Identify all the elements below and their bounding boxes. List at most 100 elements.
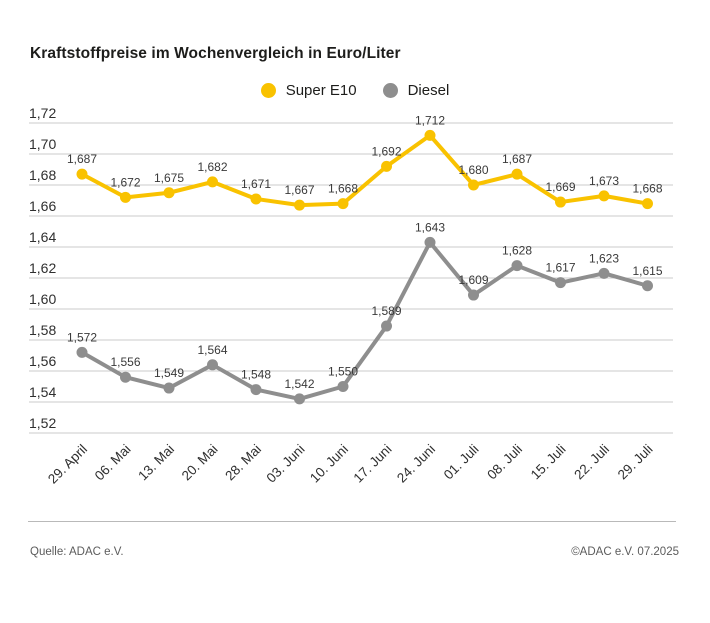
super-e10-swatch-icon <box>260 83 276 98</box>
x-tick-label: 15. Juli <box>528 442 569 483</box>
y-tick-label: 1,68 <box>29 167 56 183</box>
y-tick-label: 1,60 <box>29 291 56 307</box>
data-point <box>511 168 523 180</box>
x-tick-label: 20. Mai <box>179 442 221 484</box>
series-super-e10: 1,687 1,672 1,675 1,682 1,671 1,667 1,668 1,692… <box>67 113 663 211</box>
x-tick-label: 01. Juli <box>441 442 482 483</box>
data-point <box>424 129 436 141</box>
footer-divider <box>28 521 676 522</box>
data-point-label: 1,671 <box>241 177 271 191</box>
y-tick-label: 1,64 <box>29 229 56 245</box>
y-tick-label: 1,66 <box>29 198 56 214</box>
page-title: Kraftstoffpreise im Wochenvergleich in E… <box>30 45 401 63</box>
x-tick-label: 29. Juli <box>615 442 656 483</box>
data-point-label: 1,572 <box>67 330 97 344</box>
data-point-label: 1,617 <box>545 261 575 275</box>
data-point-label: 1,589 <box>371 304 401 318</box>
line-chart: 1,72 1,70 1,68 1,66 1,64 1,62 1,60 1,58 1,56 1,54… <box>29 105 673 487</box>
data-point <box>555 277 566 289</box>
data-point-label: 1,556 <box>110 355 140 369</box>
copyright-note: ©ADAC e.V. 07.2025 <box>571 546 679 558</box>
data-point <box>381 160 392 172</box>
x-tick-label: 17. Juni <box>351 442 395 486</box>
y-tick-label: 1,70 <box>29 136 56 152</box>
data-point-label: 1,628 <box>502 244 532 258</box>
y-axis-labels: 1,72 1,70 1,68 1,66 1,64 1,62 1,60 1,58 1,56 1,54… <box>29 105 56 431</box>
data-point <box>76 168 88 180</box>
data-point <box>207 176 218 188</box>
x-tick-label: 24. Juni <box>394 442 438 486</box>
x-tick-label: 22. Juli <box>571 442 612 483</box>
data-point-label: 1,668 <box>328 182 358 196</box>
data-point-label: 1,609 <box>458 273 488 287</box>
series-line <box>80 133 650 208</box>
series-diesel: 1,572 1,556 1,549 1,564 1,548 1,542 1,550 1,589… <box>67 220 663 405</box>
x-tick-label: 28. Mai <box>222 442 264 484</box>
data-point <box>642 280 653 292</box>
data-point <box>468 289 479 301</box>
legend-label-diesel: Diesel <box>407 82 450 99</box>
data-point-label: 1,687 <box>502 152 532 166</box>
data-point-label: 1,550 <box>328 365 358 379</box>
data-point-label: 1,672 <box>110 175 140 189</box>
legend-item-diesel: Diesel <box>382 82 450 99</box>
data-point <box>468 179 479 191</box>
data-point <box>207 359 218 371</box>
x-tick-label: 03. Juni <box>264 442 308 486</box>
legend-label-super-e10: Super E10 <box>285 82 357 99</box>
footer: Quelle: ADAC e.V. ©ADAC e.V. 07.2025 <box>30 546 679 558</box>
data-point-label: 1,682 <box>197 160 227 174</box>
y-tick-label: 1,72 <box>29 105 56 121</box>
data-point-label: 1,548 <box>241 368 271 382</box>
x-tick-label: 13. Mai <box>135 442 177 484</box>
x-tick-label: 06. Mai <box>92 442 134 484</box>
data-point-label: 1,675 <box>154 171 184 185</box>
data-point-label: 1,564 <box>197 343 227 357</box>
data-point-label: 1,692 <box>371 144 401 158</box>
gridlines <box>29 122 673 434</box>
data-point-label: 1,669 <box>545 180 575 194</box>
x-tick-label: 08. Juli <box>484 442 525 483</box>
data-point <box>598 190 610 202</box>
x-tick-label: 10. Juni <box>307 442 351 486</box>
source-note: Quelle: ADAC e.V. <box>30 546 124 558</box>
data-point-label: 1,643 <box>415 220 445 234</box>
data-point <box>250 384 262 396</box>
data-point <box>642 198 653 210</box>
data-point-label: 1,687 <box>67 152 97 166</box>
data-point <box>120 371 131 383</box>
y-tick-label: 1,52 <box>29 415 56 431</box>
data-point-label: 1,623 <box>589 251 619 265</box>
data-point <box>250 193 262 205</box>
data-point <box>598 267 610 279</box>
data-point <box>555 196 566 208</box>
data-point <box>511 260 523 272</box>
data-point-label: 1,549 <box>154 366 184 380</box>
data-point <box>294 393 305 405</box>
data-point-label: 1,712 <box>415 113 445 127</box>
x-tick-label: 29. April <box>45 442 90 487</box>
data-point <box>163 382 175 394</box>
data-point <box>120 191 131 203</box>
data-point-label: 1,615 <box>632 264 662 278</box>
data-point <box>424 236 436 248</box>
data-point <box>163 187 175 199</box>
data-point-label: 1,542 <box>284 377 314 391</box>
y-tick-label: 1,58 <box>29 322 56 338</box>
data-point <box>381 320 392 332</box>
data-point <box>337 198 349 210</box>
diesel-swatch-icon <box>382 83 398 98</box>
data-point-label: 1,667 <box>284 183 314 197</box>
y-tick-label: 1,54 <box>29 384 56 400</box>
y-tick-label: 1,62 <box>29 260 56 276</box>
data-point <box>76 346 88 358</box>
chart-legend: Super E10 Diesel <box>0 82 710 99</box>
data-point-label: 1,668 <box>632 182 662 196</box>
data-point-label: 1,680 <box>458 163 488 177</box>
y-tick-label: 1,56 <box>29 353 56 369</box>
x-axis-labels: 29. April 06. Mai 13. Mai 20. Mai 28. Mai 03.… <box>45 442 656 487</box>
data-point <box>294 199 305 211</box>
legend-item-super-e10: Super E10 <box>260 82 357 99</box>
data-point-label: 1,673 <box>589 174 619 188</box>
